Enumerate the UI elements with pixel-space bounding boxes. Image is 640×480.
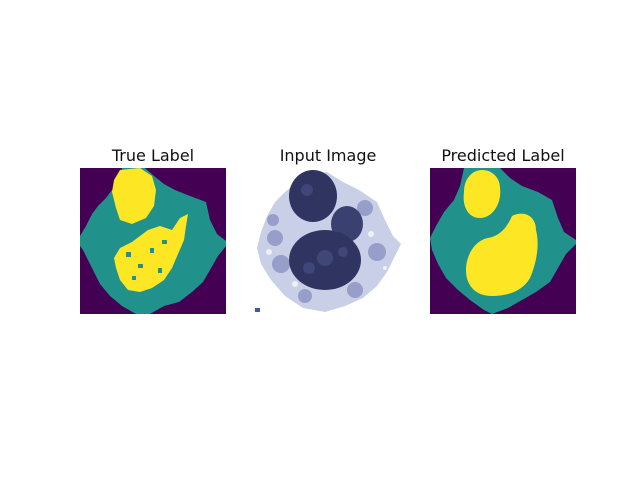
panel-title: True Label xyxy=(111,146,195,165)
panel-predicted-label: Predicted Label xyxy=(430,143,576,314)
input-cell-image xyxy=(255,168,401,314)
panel-title: Predicted Label xyxy=(441,146,565,165)
panel-true-label: True Label xyxy=(80,143,226,314)
predicted-label-mask-image xyxy=(430,168,576,314)
true-label-mask-image xyxy=(80,168,226,314)
panel-input-image: Input Image xyxy=(255,143,401,314)
panel-title: Input Image xyxy=(279,146,377,165)
